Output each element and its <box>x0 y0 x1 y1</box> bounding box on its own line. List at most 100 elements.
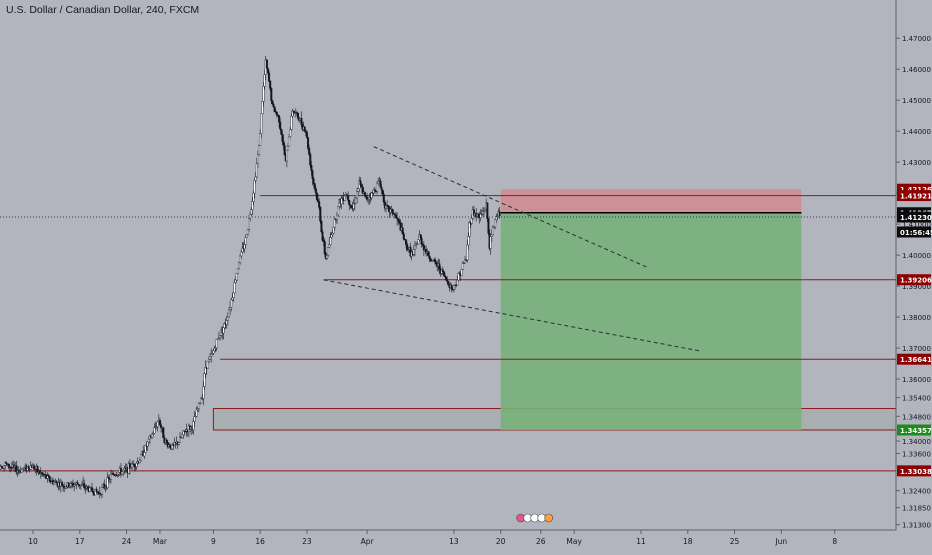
candle-body <box>216 339 218 348</box>
candle-body <box>305 131 307 132</box>
x-tick-label: 24 <box>122 537 132 546</box>
candle-body <box>245 238 247 245</box>
candle-body <box>490 237 492 249</box>
candle-body <box>286 150 288 161</box>
candle-body <box>365 195 367 197</box>
candle-body <box>208 359 210 361</box>
candle-body <box>395 215 397 218</box>
candle-body <box>429 256 431 259</box>
candle-body <box>198 403 200 409</box>
candle-body <box>330 237 332 244</box>
candle-body <box>248 218 250 229</box>
candle-body <box>324 242 326 254</box>
candle-body <box>28 467 30 469</box>
candle-body <box>382 190 384 194</box>
candle-body <box>110 474 112 479</box>
candle-body <box>333 227 335 233</box>
candle-body <box>276 112 278 115</box>
candle-body <box>417 240 419 244</box>
y-tick-label: 1.34800 <box>902 413 931 421</box>
y-tick-label: 1.36000 <box>902 376 931 384</box>
candle-body <box>235 280 237 283</box>
candle-body <box>228 310 230 317</box>
candle-body <box>49 477 51 481</box>
price-badge: 1.33038 <box>900 468 932 476</box>
candle-body <box>308 148 310 154</box>
candle-body <box>259 134 261 146</box>
candle-body <box>313 179 315 184</box>
candle-body <box>151 434 153 437</box>
candle-body <box>91 488 93 491</box>
y-tick-label: 1.45000 <box>902 97 931 105</box>
candle-body <box>3 465 5 468</box>
candle-body <box>383 194 385 202</box>
x-tick-label: 10 <box>28 537 38 546</box>
candle-body <box>209 356 211 359</box>
candle-body <box>314 184 316 189</box>
candle-body <box>264 75 266 87</box>
candle-body <box>154 428 156 433</box>
candle-body <box>281 129 283 134</box>
candle-body <box>77 483 79 485</box>
candle-body <box>356 192 358 199</box>
y-tick-label: 1.33600 <box>902 450 931 458</box>
candle-body <box>230 300 232 308</box>
candle-body <box>289 129 291 136</box>
candle-body <box>234 283 236 293</box>
candle-body <box>8 464 10 467</box>
candle-body <box>249 214 251 218</box>
y-tick-label: 1.44000 <box>902 128 931 136</box>
candle-body <box>405 240 407 245</box>
candle-body <box>413 250 415 255</box>
candle-body <box>148 439 150 442</box>
candle-body <box>399 220 401 222</box>
candle-body <box>381 187 383 190</box>
candle-body <box>271 89 273 101</box>
candle-body <box>420 235 422 238</box>
candle-body <box>213 351 215 353</box>
candle-body <box>273 104 275 107</box>
candle-body <box>360 181 362 185</box>
candle-body <box>274 107 276 112</box>
candle-body <box>491 235 493 237</box>
candle-body <box>41 473 43 474</box>
candle-body <box>456 280 458 285</box>
candle-body <box>194 417 196 422</box>
candle-body <box>484 209 486 211</box>
candle-body <box>341 199 343 204</box>
x-tick-label: 9 <box>211 537 216 546</box>
x-tick-label: 20 <box>496 537 506 546</box>
candle-body <box>461 269 463 275</box>
x-tick-label: Jun <box>774 537 787 546</box>
candle-body <box>469 222 471 236</box>
candle-body <box>263 86 265 101</box>
candle-body <box>336 215 338 220</box>
candle-body <box>239 256 241 263</box>
y-tick-label: 1.37000 <box>902 345 931 353</box>
candle-body <box>403 234 405 239</box>
candle-body <box>233 293 235 298</box>
candle-body <box>268 73 270 81</box>
candle-body <box>122 470 124 472</box>
candle-body <box>435 262 437 264</box>
events-marker <box>517 514 553 522</box>
candle-body <box>301 118 303 124</box>
candle-body <box>232 298 234 300</box>
candle-body <box>160 425 162 428</box>
candle-body <box>348 200 350 205</box>
candle-body <box>147 442 149 446</box>
candle-body <box>237 269 239 273</box>
x-tick-label: 18 <box>683 537 693 546</box>
candle-body <box>443 272 445 276</box>
y-tick-label: 1.32400 <box>902 488 931 496</box>
candle-body <box>279 122 281 129</box>
candle-body <box>121 472 123 475</box>
candle-body <box>244 245 246 249</box>
candle-body <box>118 472 120 474</box>
candle-body <box>203 386 205 398</box>
x-tick-label: 8 <box>832 537 837 546</box>
candle-body <box>480 214 482 217</box>
candle-body <box>331 235 333 238</box>
candle-body <box>428 252 430 256</box>
